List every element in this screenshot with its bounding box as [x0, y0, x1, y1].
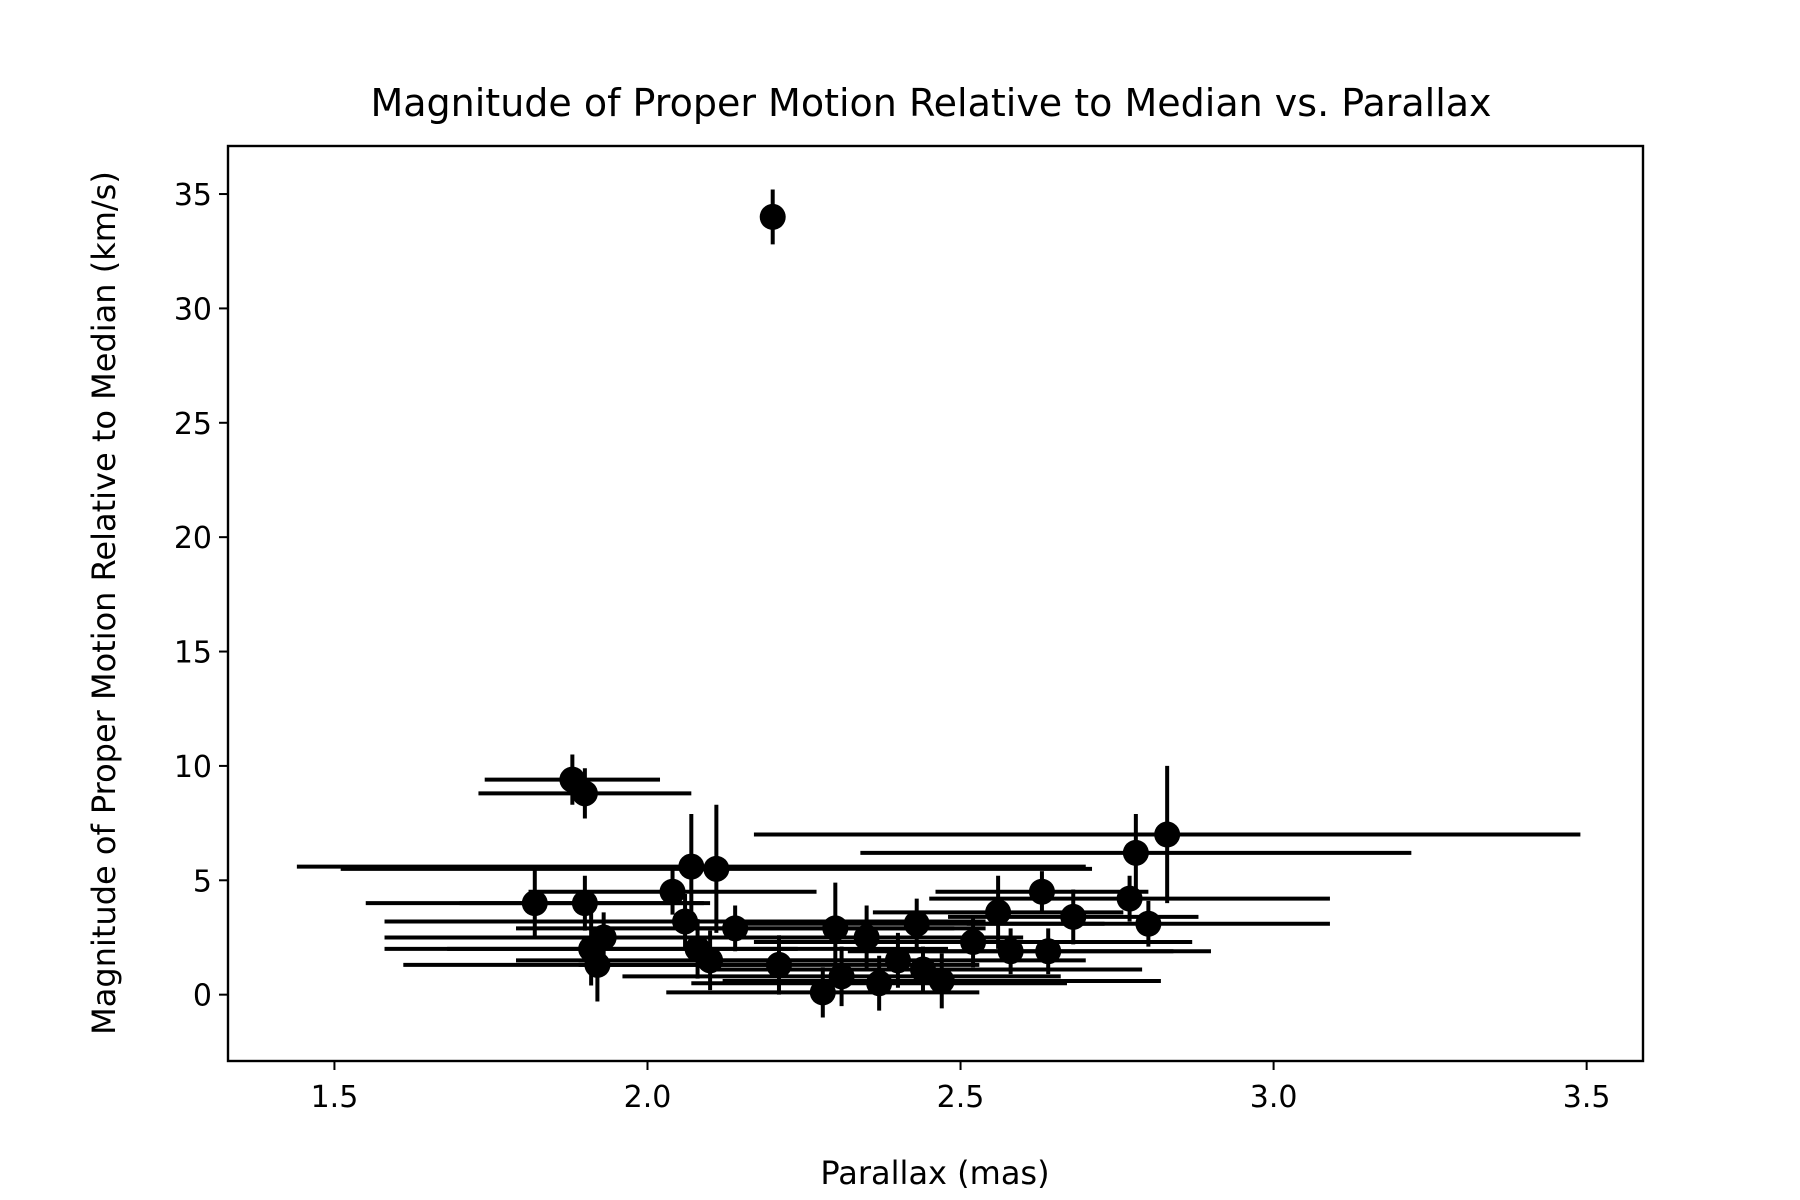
point-marker: [1135, 910, 1162, 937]
point-marker: [571, 780, 598, 807]
point-marker: [809, 979, 836, 1006]
y-tick-label: 25: [174, 407, 212, 442]
point-marker: [928, 967, 955, 994]
x-axis-label: Parallax (mas): [820, 1154, 1049, 1192]
point-marker: [703, 855, 730, 882]
y-axis-ticks: 0 5 10 15 20 25 30 35: [174, 178, 228, 1014]
y-tick-label: 5: [193, 864, 212, 899]
y-tick-label: 10: [174, 750, 212, 785]
y-tick-label: 20: [174, 521, 212, 556]
data-point-30: [703, 946, 1143, 993]
data-point-15: [966, 900, 1330, 947]
x-tick-label: 3.5: [1563, 1080, 1611, 1115]
point-marker: [1122, 839, 1149, 866]
point-marker: [1028, 878, 1055, 905]
point-marker: [903, 910, 930, 937]
plot-frame: [226, 144, 1645, 1063]
data-point-3: [753, 765, 1581, 904]
x-tick-label: 2.5: [937, 1080, 985, 1115]
point-marker: [884, 947, 911, 974]
data-point-1: [484, 754, 661, 805]
point-marker: [1116, 885, 1143, 912]
point-marker: [1154, 821, 1181, 848]
point-marker: [659, 878, 686, 905]
x-axis-ticks: 1.5 2.0 2.5 3.0 3.5: [311, 1061, 1611, 1115]
data-point-7: [528, 868, 817, 915]
data-point-6: [340, 804, 1093, 933]
y-tick-label: 0: [193, 979, 212, 1014]
y-tick-label: 35: [174, 178, 212, 213]
y-tick-label: 15: [174, 636, 212, 671]
x-tick-label: 1.5: [311, 1080, 359, 1115]
point-marker: [960, 929, 987, 956]
data-point-11: [929, 875, 1330, 922]
data-point-0: [759, 189, 786, 245]
point-marker: [672, 908, 699, 935]
data-point-21: [753, 916, 1193, 968]
data-points: [296, 189, 1581, 1018]
point-marker: [678, 853, 705, 880]
point-marker: [822, 915, 849, 942]
point-marker: [866, 970, 893, 997]
y-tick-label: 30: [174, 292, 212, 327]
point-marker: [759, 203, 786, 230]
data-point-32: [722, 953, 1161, 1009]
point-marker: [853, 924, 880, 951]
data-point-4: [860, 813, 1412, 892]
y-axis-label: Magnitude of Proper Motion Relative to M…: [85, 171, 123, 1035]
data-point-33: [691, 955, 1067, 1011]
point-marker: [985, 899, 1012, 926]
point-marker: [1060, 903, 1087, 930]
chart-title: Magnitude of Proper Motion Relative to M…: [370, 81, 1491, 125]
point-marker: [571, 890, 598, 917]
point-marker: [765, 951, 792, 978]
data-point-34: [666, 967, 980, 1018]
x-tick-label: 2.0: [624, 1080, 672, 1115]
data-point-25: [885, 928, 1211, 975]
data-point-29: [710, 932, 1086, 988]
data-point-8: [935, 871, 1149, 913]
point-marker: [1035, 938, 1062, 965]
data-point-2: [478, 768, 692, 819]
x-tick-label: 3.0: [1250, 1080, 1298, 1115]
data-point-5: [296, 813, 1086, 920]
